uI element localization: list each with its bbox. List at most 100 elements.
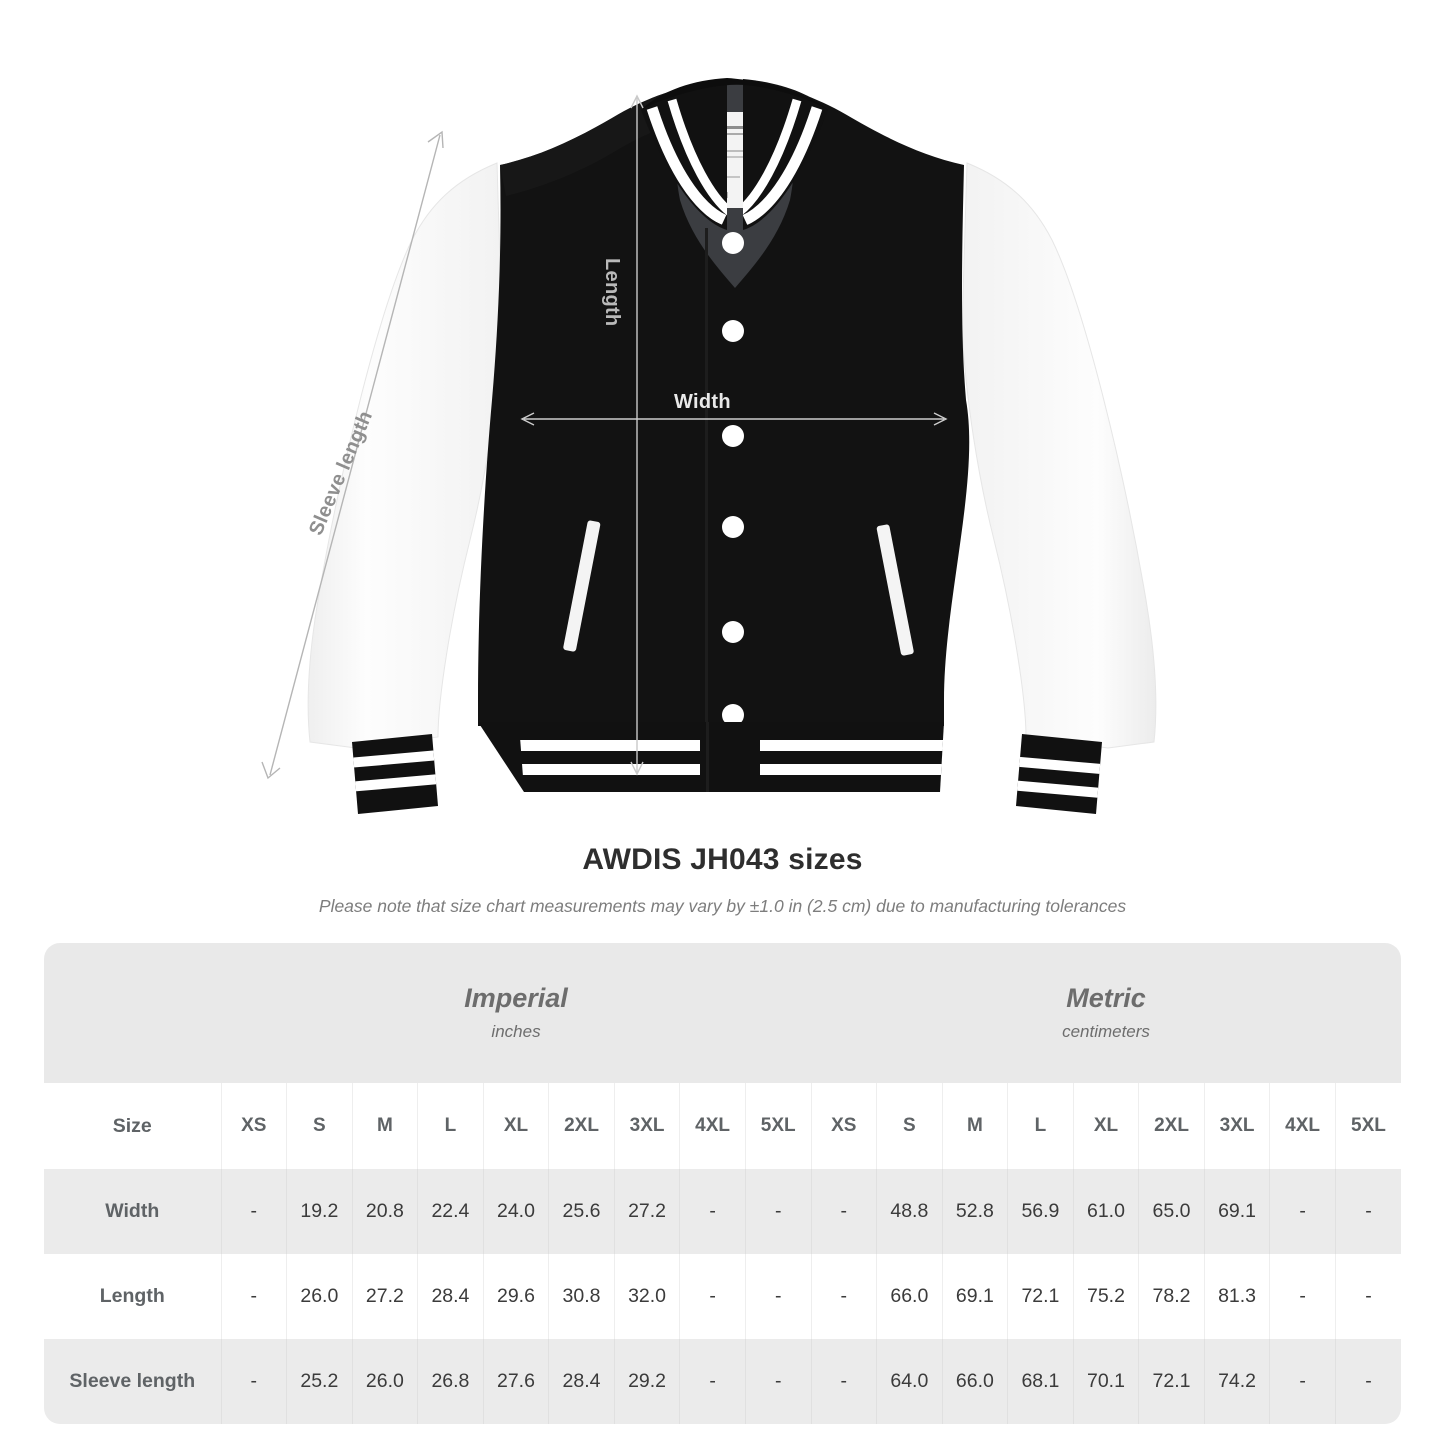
cell-sleeve-metric-s: 64.0	[876, 1339, 943, 1424]
cell-length-metric-4xl: -	[1269, 1254, 1336, 1339]
snap-button	[722, 516, 744, 538]
cell-width-metric-2xl: 65.0	[1138, 1169, 1205, 1254]
size-header-label: Size	[44, 1083, 221, 1169]
table-row: Width - 19.2 20.8 22.4 24.0 25.6 27.2 - …	[44, 1169, 1401, 1254]
cell-length-imperial-xl: 29.6	[482, 1254, 549, 1339]
cell-width-metric-s: 48.8	[876, 1169, 943, 1254]
cell-width-metric-4xl: -	[1269, 1169, 1336, 1254]
cell-width-metric-xl: 61.0	[1072, 1169, 1139, 1254]
cell-sleeve-metric-m: 66.0	[941, 1339, 1008, 1424]
cell-width-metric-5xl: -	[1334, 1169, 1401, 1254]
cell-length-imperial-4xl: -	[679, 1254, 746, 1339]
cell-sleeve-imperial-5xl: -	[744, 1339, 811, 1424]
cell-width-imperial-l: 22.4	[417, 1169, 484, 1254]
cell-sleeve-metric-xl: 70.1	[1072, 1339, 1139, 1424]
cell-length-imperial-2xl: 30.8	[548, 1254, 615, 1339]
cell-length-imperial-5xl: -	[744, 1254, 811, 1339]
size-header-metric-xl: XL	[1072, 1083, 1139, 1169]
width-measurement-label: Width	[674, 391, 731, 413]
size-chart-table-container: Imperial inches Metric centimeters Size …	[44, 943, 1401, 1424]
cell-width-imperial-2xl: 25.6	[548, 1169, 615, 1254]
size-header-metric-m: M	[941, 1083, 1008, 1169]
cell-length-metric-3xl: 81.3	[1203, 1254, 1270, 1339]
cell-sleeve-metric-4xl: -	[1269, 1339, 1336, 1424]
cell-sleeve-metric-3xl: 74.2	[1203, 1339, 1270, 1424]
size-header-imperial-xs: XS	[220, 1083, 287, 1169]
snap-button	[722, 704, 744, 726]
cell-sleeve-metric-l: 68.1	[1007, 1339, 1074, 1424]
snap-button	[722, 232, 744, 254]
left-cuff	[352, 734, 438, 814]
cell-sleeve-imperial-2xl: 28.4	[548, 1339, 615, 1424]
size-header-imperial-xl: XL	[482, 1083, 549, 1169]
varsity-jacket-drawing	[261, 78, 1157, 814]
size-header-imperial-3xl: 3XL	[613, 1083, 680, 1169]
cell-length-metric-xs: -	[810, 1254, 877, 1339]
size-header-imperial-2xl: 2XL	[548, 1083, 615, 1169]
cell-sleeve-imperial-xl: 27.6	[482, 1339, 549, 1424]
imperial-subtitle: inches	[491, 1022, 541, 1042]
unit-header-imperial: Imperial inches	[221, 943, 811, 1083]
snap-button	[722, 621, 744, 643]
table-row: Sleeve length - 25.2 26.0 26.8 27.6 28.4…	[44, 1339, 1401, 1424]
size-header-imperial-s: S	[286, 1083, 353, 1169]
cell-sleeve-imperial-xs: -	[220, 1339, 287, 1424]
metric-title: Metric	[1066, 982, 1146, 1013]
cell-length-imperial-3xl: 32.0	[613, 1254, 680, 1339]
cell-sleeve-imperial-l: 26.8	[417, 1339, 484, 1424]
size-header-metric-s: S	[876, 1083, 943, 1169]
size-header-imperial-l: L	[417, 1083, 484, 1169]
row-label-length: Length	[44, 1254, 221, 1339]
cell-width-imperial-m: 20.8	[351, 1169, 418, 1254]
size-chart-table: Imperial inches Metric centimeters Size …	[44, 943, 1401, 1424]
row-label-width: Width	[44, 1169, 221, 1254]
cell-sleeve-imperial-s: 25.2	[286, 1339, 353, 1424]
left-pocket-welt	[563, 520, 601, 652]
cell-length-imperial-l: 28.4	[417, 1254, 484, 1339]
size-header-metric-5xl: 5XL	[1334, 1083, 1401, 1169]
cell-width-imperial-5xl: -	[744, 1169, 811, 1254]
cell-width-metric-l: 56.9	[1007, 1169, 1074, 1254]
right-sleeve	[961, 162, 1157, 749]
cell-width-metric-m: 52.8	[941, 1169, 1008, 1254]
left-sleeve	[307, 162, 503, 749]
cell-width-metric-xs: -	[810, 1169, 877, 1254]
size-header-row: Size XS S M L XL 2XL 3XL 4XL 5XL XS S M …	[44, 1083, 1401, 1169]
cell-sleeve-metric-2xl: 72.1	[1138, 1339, 1205, 1424]
cell-width-imperial-s: 19.2	[286, 1169, 353, 1254]
snap-button	[722, 425, 744, 447]
cell-width-imperial-3xl: 27.2	[613, 1169, 680, 1254]
table-row: Length - 26.0 27.2 28.4 29.6 30.8 32.0 -…	[44, 1254, 1401, 1339]
size-header-metric-xs: XS	[810, 1083, 877, 1169]
size-header-metric-2xl: 2XL	[1138, 1083, 1205, 1169]
snap-button	[722, 320, 744, 342]
measurement-guides	[261, 94, 948, 780]
cell-length-imperial-xs: -	[220, 1254, 287, 1339]
size-chart-title: AWDIS JH043 sizes	[582, 843, 863, 876]
cell-sleeve-metric-5xl: -	[1334, 1339, 1401, 1424]
cell-length-metric-m: 69.1	[941, 1254, 1008, 1339]
size-header-imperial-4xl: 4XL	[679, 1083, 746, 1169]
cell-sleeve-imperial-m: 26.0	[351, 1339, 418, 1424]
size-header-metric-3xl: 3XL	[1203, 1083, 1270, 1169]
cell-length-imperial-m: 27.2	[351, 1254, 418, 1339]
length-measurement-label: Length	[601, 258, 623, 327]
garment-illustration: Length Width Sleeve length	[261, 78, 1157, 814]
size-header-metric-l: L	[1007, 1083, 1074, 1169]
size-header-imperial-5xl: 5XL	[744, 1083, 811, 1169]
unit-header-row: Imperial inches Metric centimeters	[44, 943, 1401, 1083]
size-header-metric-4xl: 4XL	[1269, 1083, 1336, 1169]
cell-width-imperial-xs: -	[220, 1169, 287, 1254]
cell-sleeve-imperial-4xl: -	[679, 1339, 746, 1424]
cell-width-metric-3xl: 69.1	[1203, 1169, 1270, 1254]
right-pocket-welt	[876, 524, 914, 656]
cell-width-imperial-4xl: -	[679, 1169, 746, 1254]
cell-width-imperial-xl: 24.0	[482, 1169, 549, 1254]
cell-sleeve-imperial-3xl: 29.2	[613, 1339, 680, 1424]
button-placket	[705, 228, 744, 761]
unit-header-spacer	[44, 943, 221, 1083]
cell-length-metric-2xl: 78.2	[1138, 1254, 1205, 1339]
right-cuff	[1016, 734, 1102, 814]
size-header-imperial-m: M	[351, 1083, 418, 1169]
cell-length-metric-xl: 75.2	[1072, 1254, 1139, 1339]
